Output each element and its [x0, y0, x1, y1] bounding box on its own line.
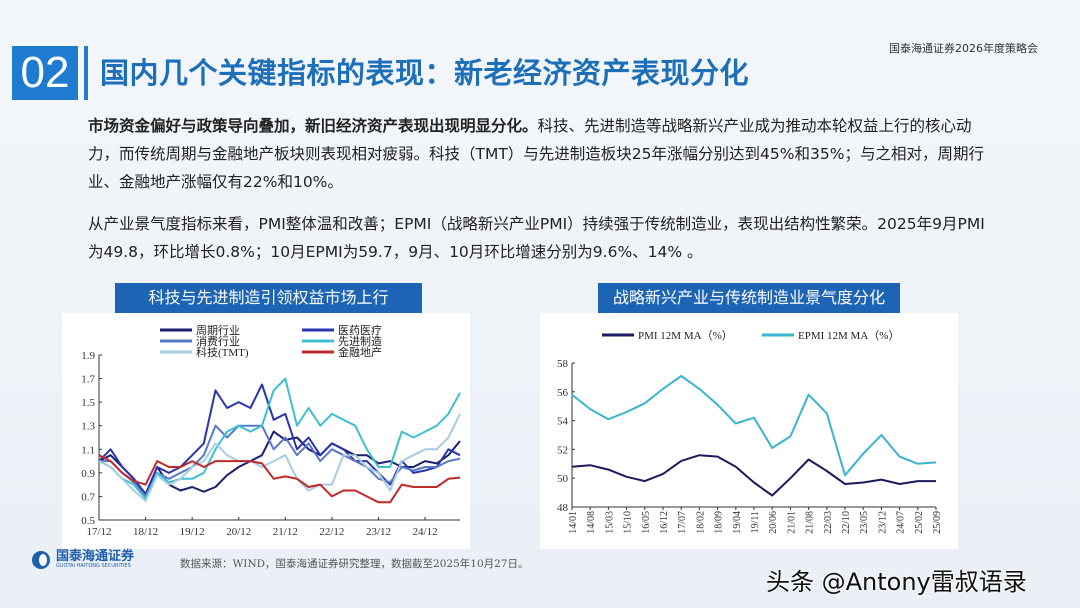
paragraph-1: 市场资金偏好与政策导向叠加，新旧经济资产表现出现明显分化。科技、先进制造等战略新… [88, 112, 988, 196]
x-tick-label: 18/02 [695, 511, 706, 534]
x-tick-label: 20/06 [768, 511, 779, 534]
chart-right-panel: 48 50 52 54 56 58 14/01 14/08 15/03 15/10 16/05 16/… [540, 313, 958, 549]
y-tick-label: 0.9 [81, 468, 95, 480]
x-tick-label: 20/12 [226, 526, 251, 538]
chart-left-title: 科技与先进制造引领权益市场上行 [115, 283, 422, 313]
x-tick-label: 17/07 [677, 511, 688, 534]
x-tick-label: 24/07 [896, 511, 907, 534]
y-tick-label: 48 [557, 502, 569, 514]
title-divider [84, 46, 88, 100]
legend-label: EPMI 12M MA（%） [798, 329, 899, 342]
paragraph-2: 从产业景气度指标来看，PMI整体温和改善；EPMI（战略新兴产业PMI）持续强于… [88, 215, 985, 261]
y-tick-label: 1.5 [81, 397, 95, 409]
paragraph-1-text: 科技、先进制造等战略新兴产业成为推动本轮权益上行的核心动力，而传统周期与金融地产… [88, 117, 984, 191]
x-tick-label: 23/12 [366, 526, 391, 538]
legend-label: PMI 12M MA（%） [638, 329, 733, 342]
x-tick-label: 18/09 [714, 511, 725, 534]
paragraph-1-lead: 市场资金偏好与政策导向叠加，新旧经济资产表现出现明显分化。 [88, 117, 538, 135]
x-tick-label: 25/02 [914, 511, 925, 534]
y-tick-label: 0.5 [81, 515, 95, 527]
x-tick-label: 21/12 [273, 526, 298, 538]
x-tick-label: 21/08 [805, 511, 816, 534]
x-tick-label: 21/01 [786, 511, 797, 534]
x-tick-label: 22/03 [823, 511, 834, 534]
y-tick-label: 58 [557, 358, 569, 370]
legend-label: 科技(TMT) [196, 345, 249, 359]
legend-label: 医药医疗 [338, 323, 382, 337]
x-tick-label: 15/10 [623, 511, 634, 534]
chart-right: 48 50 52 54 56 58 14/01 14/08 15/03 15/10 16/05 16/… [557, 329, 943, 534]
x-tick-label: 24/12 [413, 526, 438, 538]
chart-right-title: 战略新兴产业与传统制造业景气度分化 [598, 283, 900, 313]
legend-label: 消费行业 [196, 334, 240, 348]
logo-subtext: GUOTAI HAITONG SECURITIES [56, 563, 131, 569]
x-tick-label: 18/12 [133, 526, 158, 538]
y-tick-label: 1.3 [81, 421, 95, 433]
x-tick-label: 19/04 [732, 511, 743, 534]
chart-left-panel: 0.5 0.7 0.9 1.1 1.3 1.5 1.7 1.9 17/12 18/12 19/12 2… [62, 313, 470, 549]
y-tick-label: 54 [557, 416, 569, 428]
x-tick-label: 23/05 [859, 511, 870, 534]
company-logo: 国泰海通证券 GUOTAI HAITONG SECURITIES [32, 549, 135, 569]
legend-label: 先进制造 [338, 334, 382, 348]
page-title: 国内几个关键指标的表现：新老经济资产表现分化 [100, 56, 750, 90]
y-tick-label: 50 [557, 473, 569, 485]
x-tick-label: 19/11 [750, 511, 761, 533]
y-tick-label: 1.9 [81, 350, 95, 362]
logo-icon [32, 551, 50, 569]
series-line-2 [571, 375, 937, 477]
legend-label: 金融地产 [338, 345, 382, 359]
watermark: 头条 @Antony雷叔语录 [766, 568, 1027, 596]
conference-label: 国泰海通证券2026年度策略会 [889, 42, 1038, 55]
y-tick-label: 56 [557, 387, 569, 399]
series-line-5 [98, 413, 461, 503]
section-number: 02 [12, 46, 78, 100]
x-tick-label: 15/03 [604, 511, 615, 534]
x-tick-label: 14/08 [586, 511, 597, 534]
chart-left: 0.5 0.7 0.9 1.1 1.3 1.5 1.7 1.9 17/12 18/12 19/12 2… [81, 323, 461, 538]
x-tick-label: 16/05 [641, 511, 652, 534]
y-tick-label: 1.7 [81, 374, 95, 386]
y-tick-label: 1.1 [81, 444, 95, 456]
x-tick-label: 14/01 [568, 511, 579, 534]
x-tick-label: 25/09 [932, 511, 943, 534]
x-tick-label: 22/10 [841, 511, 852, 534]
x-tick-label: 17/12 [86, 526, 111, 538]
x-tick-label: 19/12 [180, 526, 205, 538]
x-tick-label: 23/12 [877, 511, 888, 534]
series-line-1 [571, 454, 936, 497]
legend-label: 周期行业 [196, 324, 240, 337]
x-tick-label: 22/12 [319, 526, 344, 538]
y-tick-label: 52 [557, 444, 568, 456]
x-tick-label: 16/12 [659, 511, 670, 534]
series-line-4 [98, 377, 461, 500]
series-line-6 [98, 454, 461, 504]
data-source: 数据来源：WIND，国泰海通证券研究整理，数据截至2025年10月27日。 [180, 558, 529, 570]
y-tick-label: 0.7 [81, 491, 95, 503]
logo-text: 国泰海通证券 [56, 549, 135, 564]
